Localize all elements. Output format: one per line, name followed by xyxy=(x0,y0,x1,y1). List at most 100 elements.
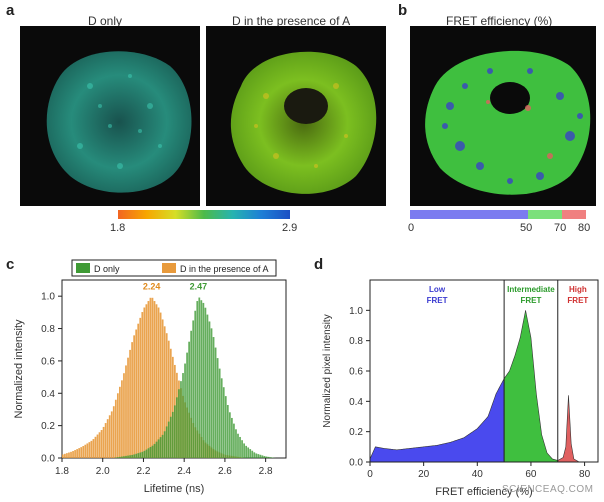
bar-d-presence-a xyxy=(62,454,64,458)
region-title: FRET xyxy=(520,296,541,305)
bar-d-only xyxy=(180,381,182,458)
bar-d-only xyxy=(151,445,154,458)
bar-d-only xyxy=(251,450,254,458)
bar-d-only xyxy=(163,431,166,458)
bar-d-only xyxy=(267,456,270,458)
bar-d-presence-a xyxy=(74,450,76,458)
bar-d-only xyxy=(171,411,174,458)
bar-d-presence-a xyxy=(70,451,72,458)
legend-label: D only xyxy=(94,264,120,274)
x-tick-label: 1.8 xyxy=(55,466,69,477)
caption-fret-efficiency: FRET efficiency (%) xyxy=(446,14,553,28)
bar-d-only xyxy=(131,454,133,458)
bar-d-only xyxy=(167,421,170,458)
bar-d-presence-a xyxy=(125,365,127,458)
caption-d-only: D only xyxy=(88,14,123,28)
bar-d-only xyxy=(133,454,136,458)
bar-d-only xyxy=(226,405,229,458)
bar-d-only xyxy=(139,452,142,458)
bar-d-only xyxy=(145,449,148,458)
bar-d-only xyxy=(161,434,164,458)
x-tick-label: 40 xyxy=(472,469,484,480)
bar-d-only xyxy=(200,300,203,458)
bar-d-only xyxy=(137,453,140,458)
x-tick-label: 60 xyxy=(525,469,537,480)
bar-d-presence-a xyxy=(96,434,99,458)
bar-d-only xyxy=(141,451,144,458)
bar-d-only xyxy=(216,358,219,458)
x-tick-label: 2.4 xyxy=(177,466,191,477)
bar-d-presence-a xyxy=(100,430,103,458)
colorbar-max-label: 2.9 xyxy=(282,222,298,234)
bar-d-presence-a xyxy=(94,436,97,458)
panel-letter-a: a xyxy=(6,2,15,19)
region-title: Low xyxy=(429,285,446,294)
micrograph-d-only xyxy=(20,26,200,206)
peak-annotation: 2.47 xyxy=(190,282,208,292)
bar-d-only xyxy=(169,416,172,458)
bar-d-only xyxy=(192,320,195,458)
panel-letter-c: c xyxy=(6,256,15,273)
bar-d-only xyxy=(190,330,193,458)
bar-d-presence-a xyxy=(153,301,156,458)
bar-d-only xyxy=(255,453,258,458)
y-tick-label: 0.8 xyxy=(41,324,55,335)
bar-d-only xyxy=(265,456,268,458)
y-tick-label: 0.2 xyxy=(41,421,55,432)
y-tick-label: 0.4 xyxy=(349,397,363,408)
bar-d-presence-a xyxy=(66,453,68,458)
bar-d-only xyxy=(125,455,127,458)
bar-d-presence-a xyxy=(72,451,74,458)
micrograph-d-only-svg xyxy=(46,51,192,193)
peak-annotation: 2.24 xyxy=(143,282,161,292)
bar-d-only xyxy=(196,301,199,458)
y-tick-label: 0.4 xyxy=(41,389,55,400)
y-tick-label: 1.0 xyxy=(41,292,55,303)
bar-d-presence-a xyxy=(155,304,158,458)
bar-d-only xyxy=(184,363,186,458)
bar-d-only xyxy=(220,378,223,458)
bar-d-presence-a xyxy=(149,297,152,458)
x-tick-label: 0 xyxy=(367,469,373,480)
bar-d-only xyxy=(237,433,239,458)
bar-d-only xyxy=(235,429,237,458)
legend-label: D in the presence of A xyxy=(180,264,269,274)
bar-d-only xyxy=(269,457,272,458)
fret-scale-label-70: 70 xyxy=(554,222,567,234)
bar-d-only xyxy=(204,307,207,458)
bar-d-presence-a xyxy=(165,333,168,458)
bar-d-presence-a xyxy=(104,423,107,458)
bar-d-presence-a xyxy=(78,448,81,458)
x-tick-label: 80 xyxy=(579,469,591,480)
bar-d-presence-a xyxy=(102,426,105,458)
area-region-2 xyxy=(557,395,598,463)
bar-d-presence-a xyxy=(121,380,123,458)
bar-d-presence-a xyxy=(108,415,111,458)
bar-d-only xyxy=(202,302,205,458)
bar-d-presence-a xyxy=(92,439,95,458)
bar-d-only xyxy=(188,341,190,458)
micrograph-d-presence-a-svg xyxy=(230,51,377,194)
panel-letter-b: b xyxy=(398,2,408,19)
bar-d-presence-a xyxy=(159,312,162,458)
bar-d-presence-a xyxy=(133,335,136,458)
bar-d-presence-a xyxy=(157,307,160,458)
bar-d-only xyxy=(123,456,125,458)
bar-d-presence-a xyxy=(145,304,148,458)
bar-d-only xyxy=(116,457,119,458)
x-axis-label: FRET efficiency (%) xyxy=(435,486,532,498)
caption-d-presence-a: D in the presence of A xyxy=(232,14,351,28)
bar-d-presence-a xyxy=(171,356,174,458)
bar-d-only xyxy=(194,310,197,458)
bar-d-only xyxy=(129,455,131,458)
x-tick-label: 2.6 xyxy=(218,466,232,477)
bar-d-only xyxy=(241,440,243,458)
bar-d-only xyxy=(257,454,260,458)
bar-d-only xyxy=(259,454,262,458)
bar-d-only xyxy=(186,352,188,458)
y-tick-label: 0.2 xyxy=(349,427,363,438)
bar-d-presence-a xyxy=(151,297,154,458)
bar-d-only xyxy=(224,396,227,458)
bar-d-only xyxy=(231,417,233,458)
area-region-1 xyxy=(503,310,559,463)
